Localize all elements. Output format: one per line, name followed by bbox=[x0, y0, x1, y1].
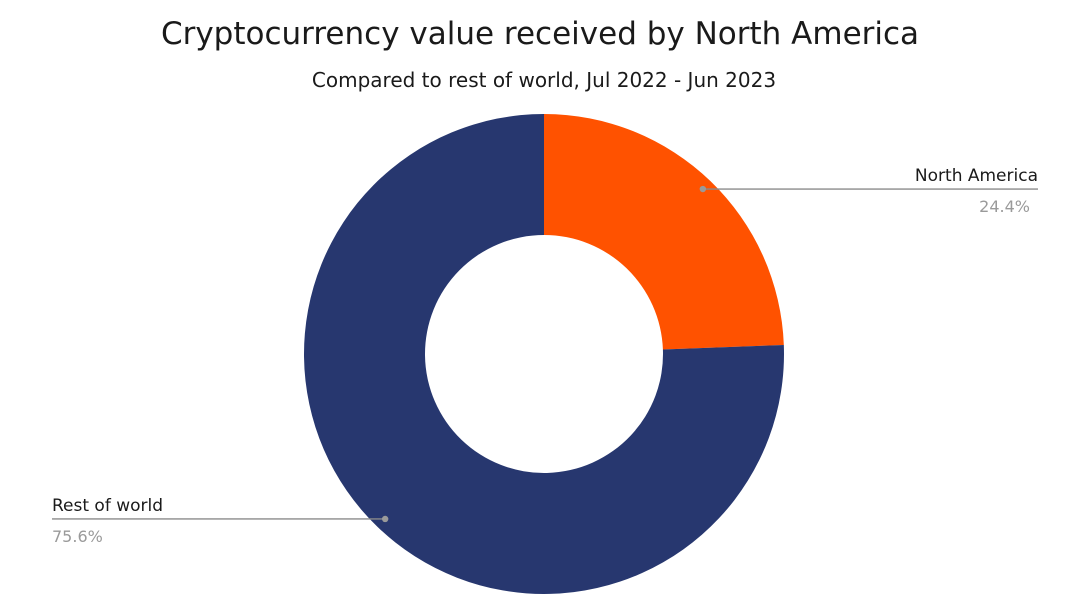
slice bbox=[544, 114, 784, 350]
leader-dot bbox=[381, 515, 389, 523]
chart-subtitle: Compared to rest of world, Jul 2022 - Ju… bbox=[312, 68, 776, 92]
slice-label: North America bbox=[915, 166, 1038, 186]
value-label: 75.6% bbox=[52, 527, 103, 546]
slice-label: Rest of world bbox=[52, 496, 163, 516]
leader-dot bbox=[699, 185, 707, 193]
slice bbox=[304, 114, 784, 594]
chart-title: Cryptocurrency value received by North A… bbox=[161, 16, 919, 52]
value-label: 24.4% bbox=[979, 197, 1030, 216]
